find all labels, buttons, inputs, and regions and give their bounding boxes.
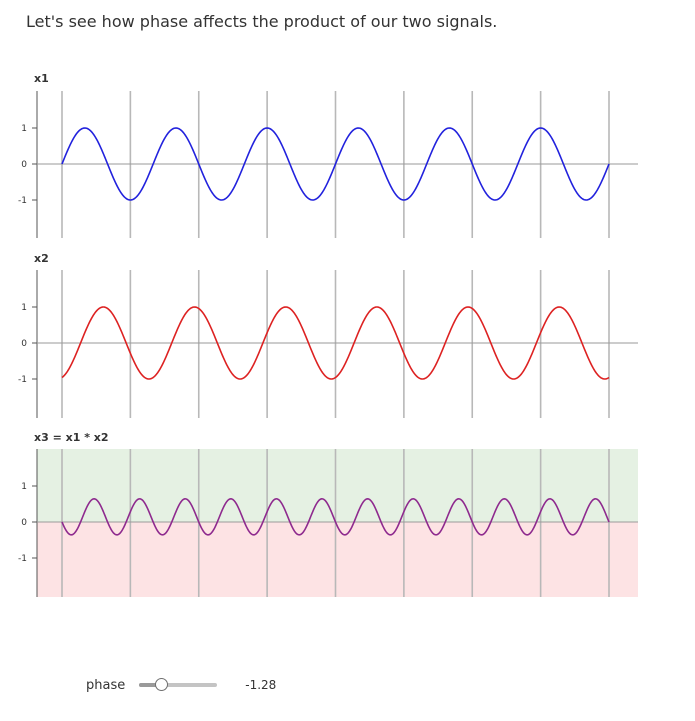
phase-slider[interactable] bbox=[139, 677, 218, 693]
plot-title: x2 bbox=[34, 252, 49, 265]
plot-3: 1 0 -1 x3 = x1 * x2 bbox=[18, 431, 638, 597]
plot-2: 1 0 -1 x2 bbox=[18, 252, 638, 418]
series-line bbox=[61, 127, 610, 201]
phase-control: phase -1.28 bbox=[86, 676, 276, 694]
y-tick-label: 0 bbox=[21, 339, 27, 349]
negative-region bbox=[37, 522, 638, 597]
phase-label: phase bbox=[86, 677, 126, 693]
y-tick-label: 1 bbox=[21, 124, 27, 134]
plot-title: x3 = x1 * x2 bbox=[34, 431, 109, 444]
y-tick-label: 1 bbox=[21, 303, 27, 313]
series-line bbox=[61, 498, 610, 536]
y-tick-label: -1 bbox=[18, 554, 27, 564]
phase-value: -1.28 bbox=[245, 678, 277, 692]
y-tick-label: -1 bbox=[18, 375, 27, 385]
plot-1: 1 0 -1 x1 bbox=[18, 72, 638, 238]
phase-slider-fill bbox=[139, 683, 163, 687]
y-tick-label: 1 bbox=[21, 482, 27, 492]
intro-text: Let's see how phase affects the product … bbox=[26, 12, 498, 31]
y-tick-label: 0 bbox=[21, 518, 27, 528]
plot-title: x1 bbox=[34, 72, 49, 85]
positive-region bbox=[37, 449, 638, 522]
signal-plots: 1 0 -1 x1 1 0 -1 x2 1 0 -1 x3 = x1 * x2 bbox=[18, 72, 638, 597]
phase-slider-thumb[interactable] bbox=[155, 678, 169, 691]
series-line bbox=[61, 306, 610, 380]
phase-slider-track[interactable] bbox=[139, 683, 218, 687]
y-tick-label: -1 bbox=[18, 196, 27, 206]
y-tick-label: 0 bbox=[21, 160, 27, 170]
